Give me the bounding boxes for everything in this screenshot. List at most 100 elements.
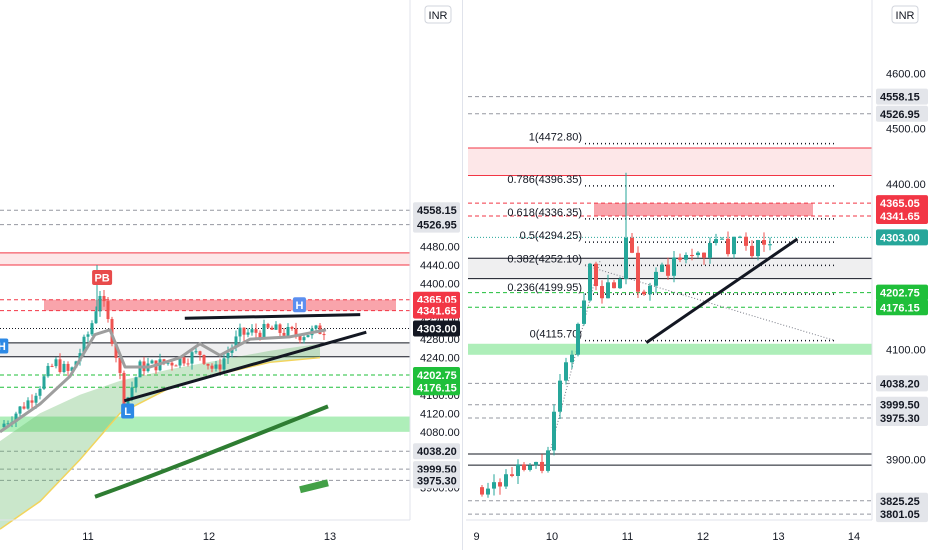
price-tag: [413, 366, 460, 383]
candle-body: [242, 327, 246, 335]
marker-label: H: [0, 341, 6, 353]
fib-level-label: 0.618(4336.35): [507, 207, 582, 219]
candle-body: [750, 245, 754, 257]
candle-body: [702, 252, 706, 258]
x-tick-label: 13: [324, 531, 336, 543]
price-tag: [876, 195, 928, 212]
price-tag-label: 4202.75: [880, 288, 920, 300]
price-tag-label: 4202.75: [417, 370, 457, 382]
candle-body: [86, 334, 90, 337]
candle-body: [708, 243, 712, 258]
ma-gray: [0, 328, 327, 434]
price-tag: [413, 443, 460, 460]
fib-level-label: 0(4115.70): [530, 329, 582, 341]
candle-body: [126, 397, 130, 406]
candle-body: [246, 332, 250, 335]
price-tag: [876, 229, 928, 246]
price-tag-label: 3801.05: [880, 509, 920, 521]
candle-body: [218, 364, 222, 370]
price-tag: [876, 105, 928, 122]
price-tag: [876, 506, 928, 523]
candle-body: [738, 236, 742, 238]
candle-body: [756, 240, 760, 257]
candle-body: [762, 240, 766, 245]
candle-body: [6, 423, 10, 425]
currency-badge-label: INR: [429, 10, 448, 22]
candle-body: [480, 487, 484, 495]
candle-body: [726, 238, 730, 255]
candle-body: [588, 263, 592, 301]
candle-body: [690, 254, 694, 256]
candle-body: [266, 323, 270, 328]
y-tick-label: 4100.00: [886, 344, 926, 356]
candle-body: [672, 257, 676, 276]
price-tag: [413, 472, 460, 489]
fib-level-label: 0.786(4396.35): [507, 174, 582, 186]
candle-body: [14, 413, 18, 422]
price-tag: [876, 396, 928, 413]
candle-body: [194, 351, 198, 353]
price-tag-label: 4526.95: [880, 109, 920, 121]
price-tag-label: 3999.50: [880, 400, 920, 412]
candle-body: [66, 363, 70, 371]
candle-body: [534, 461, 538, 466]
candle-body: [612, 282, 616, 289]
left-background: [0, 0, 462, 550]
candle-body: [26, 400, 30, 409]
y-tick-label: 4500.00: [886, 124, 926, 136]
candle-body: [714, 239, 718, 244]
y-tick-label: 4280.00: [420, 334, 460, 346]
candle-body: [582, 300, 586, 324]
price-tag-label: 4038.20: [417, 446, 457, 458]
candle-body: [238, 327, 242, 337]
candle-body: [102, 295, 106, 302]
candle-body: [270, 327, 274, 330]
left-chart-panel[interactable]: PBHHL3960.004040.004080.004120.004160.00…: [0, 0, 462, 550]
demand-zone: [0, 416, 410, 432]
candle-body: [222, 358, 226, 370]
candle-body: [636, 252, 640, 292]
candle-body: [198, 351, 202, 355]
candle-body: [62, 363, 66, 373]
candle-body: [498, 482, 502, 487]
candle-body: [106, 301, 110, 320]
candle-body: [540, 461, 544, 471]
price-tag-label: 4303.00: [880, 232, 920, 244]
right-chart-panel[interactable]: 1(4472.80) 0.786(4396.35) 0.618(4336.35) 0.…: [463, 0, 932, 550]
candle-body: [642, 291, 646, 295]
candle-body: [150, 360, 154, 364]
candle-body: [282, 332, 286, 336]
candle-body: [258, 332, 262, 338]
x-tick-label: 11: [82, 531, 93, 543]
candle-body: [486, 488, 490, 495]
fib-level-label: 0.382(4252.10): [507, 253, 582, 265]
price-tag: [413, 216, 460, 233]
cloud-edge-line: [0, 356, 321, 530]
x-tick-label: 12: [697, 531, 709, 543]
candle-body: [558, 380, 562, 412]
fib-level-label: 0.5(4294.25): [520, 230, 582, 242]
candle-body: [82, 336, 86, 354]
marker-badge: [292, 297, 306, 313]
candle-body: [70, 367, 74, 371]
resistance-zone: [468, 147, 872, 176]
y-tick-label: 3900.00: [886, 455, 926, 467]
candle-body: [186, 363, 190, 365]
candle-body: [130, 387, 134, 398]
candle-body: [492, 482, 496, 489]
candle-body: [250, 329, 254, 333]
cloud-band: [0, 343, 320, 530]
candle-body: [214, 364, 218, 369]
candle-body: [516, 464, 520, 476]
supply-zone: [594, 203, 813, 217]
candle-body: [22, 406, 26, 409]
price-tag-label: 4176.15: [880, 302, 920, 314]
trendline: [184, 313, 361, 320]
candle-body: [600, 286, 604, 299]
x-tick-label: 13: [772, 531, 784, 543]
price-tag-label: 4558.15: [880, 92, 920, 104]
price-tag-label: 3975.30: [880, 413, 920, 425]
currency-badge: [891, 5, 919, 24]
marker-badge: [121, 403, 135, 419]
